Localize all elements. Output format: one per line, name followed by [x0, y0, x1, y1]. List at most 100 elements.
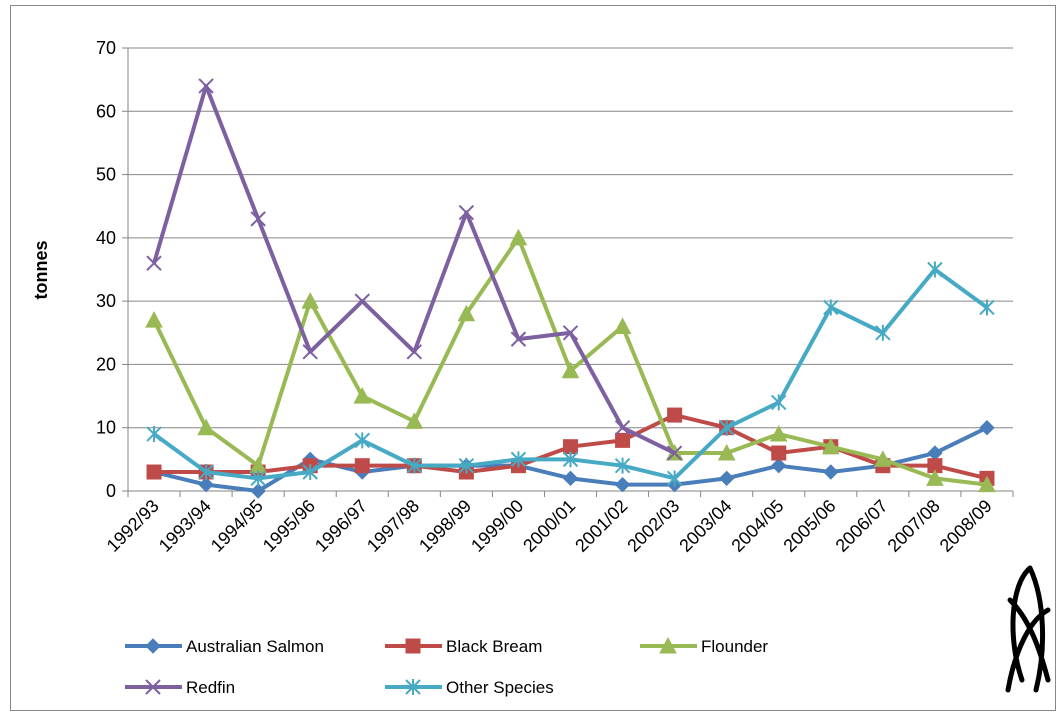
data-point	[197, 418, 215, 436]
data-point	[927, 445, 943, 461]
data-point	[405, 638, 421, 654]
y-axis-title: tonnes	[31, 240, 51, 299]
gridlines	[128, 47, 1013, 429]
data-point	[771, 445, 787, 461]
x-tick-label: 2008/09	[936, 496, 996, 556]
data-point	[301, 292, 320, 309]
data-point	[510, 451, 527, 468]
data-point	[353, 387, 372, 404]
data-point	[615, 432, 631, 448]
x-tick-label: 2004/05	[727, 496, 787, 556]
data-point	[458, 457, 475, 474]
legend-entry: Black Bream	[385, 637, 542, 656]
data-point	[146, 464, 162, 480]
series-redfin	[146, 78, 683, 461]
data-point	[666, 445, 683, 461]
chart-frame	[10, 5, 1056, 711]
x-tick-label: 2005/06	[779, 496, 839, 556]
data-point	[509, 228, 528, 246]
series-flounder	[145, 228, 996, 493]
x-tick-label: 2003/04	[675, 496, 735, 556]
y-tick-label: 50	[96, 165, 116, 185]
series-line	[152, 83, 676, 455]
data-point	[823, 464, 839, 480]
data-point	[457, 304, 476, 322]
data-point	[354, 432, 370, 449]
data-point	[666, 470, 683, 487]
data-point	[614, 457, 631, 474]
data-point	[874, 450, 892, 467]
data-point	[405, 412, 424, 429]
data-point	[614, 476, 631, 493]
x-tick-label: 2000/01	[519, 496, 579, 556]
y-tick-label: 0	[106, 481, 116, 501]
tick-labels: 0 10 20 30 40 50 60 70 1992/931993/941994/951995…	[96, 38, 996, 556]
legend-label: Other Species	[446, 678, 554, 697]
y-tick-label: 30	[96, 291, 116, 311]
data-point	[659, 636, 677, 654]
data-point	[769, 424, 788, 442]
data-point	[718, 470, 735, 487]
logo-mark	[1005, 565, 1051, 693]
data-point	[562, 451, 579, 468]
x-tick-label: 2006/07	[832, 496, 892, 556]
data-point	[614, 420, 631, 436]
data-point	[562, 325, 579, 341]
series-lines	[145, 78, 996, 499]
axes	[122, 47, 1014, 497]
data-point	[613, 317, 632, 334]
data-point	[302, 344, 318, 360]
data-point	[145, 638, 161, 654]
legend-label: Australian Salmon	[186, 637, 324, 656]
data-point	[406, 457, 423, 474]
data-point	[823, 299, 839, 316]
y-tick-label: 40	[96, 228, 116, 248]
data-point	[562, 470, 579, 487]
data-point	[458, 204, 475, 221]
data-point	[771, 457, 787, 474]
data-point	[979, 420, 995, 436]
legend-entry: Flounder	[640, 636, 768, 656]
data-point	[145, 679, 161, 695]
x-tick-label: 2001/02	[571, 496, 631, 556]
x-tick-label: 2002/03	[623, 496, 683, 556]
data-point	[405, 679, 421, 695]
x-tick-label: 1994/95	[207, 496, 267, 556]
x-tick-label: 1998/99	[415, 496, 475, 556]
x-tick-label: 1999/00	[467, 496, 527, 556]
legend: Australian Salmon Black Bream Flounder Redf…	[125, 636, 768, 697]
data-point	[406, 344, 423, 360]
data-point	[146, 426, 162, 443]
data-point	[354, 458, 370, 474]
data-point	[667, 407, 683, 423]
data-point	[821, 437, 840, 455]
data-point	[561, 361, 580, 379]
data-point	[250, 211, 266, 227]
data-point	[875, 324, 891, 341]
data-point	[250, 483, 266, 499]
legend-entry: Other Species	[385, 678, 554, 697]
data-point	[198, 78, 214, 94]
data-point	[510, 331, 527, 347]
data-point	[978, 475, 996, 493]
y-tick-label: 20	[96, 354, 116, 374]
data-point	[979, 299, 995, 316]
x-tick-label: 1996/97	[311, 496, 371, 556]
data-point	[926, 469, 944, 486]
legend-label: Redfin	[186, 678, 235, 697]
legend-entry: Redfin	[125, 678, 235, 697]
data-point	[771, 394, 787, 411]
data-point	[354, 293, 370, 309]
data-point	[198, 476, 214, 493]
x-tick-label: 1997/98	[363, 496, 423, 556]
data-point	[146, 255, 162, 271]
series-black-bream	[146, 407, 995, 486]
y-tick-label: 70	[96, 38, 116, 58]
data-point	[717, 443, 736, 461]
legend-label: Black Bream	[446, 637, 542, 656]
data-point	[718, 419, 735, 436]
x-tick-label: 1995/96	[259, 496, 319, 556]
y-tick-label: 60	[96, 101, 116, 121]
data-point	[302, 464, 318, 481]
